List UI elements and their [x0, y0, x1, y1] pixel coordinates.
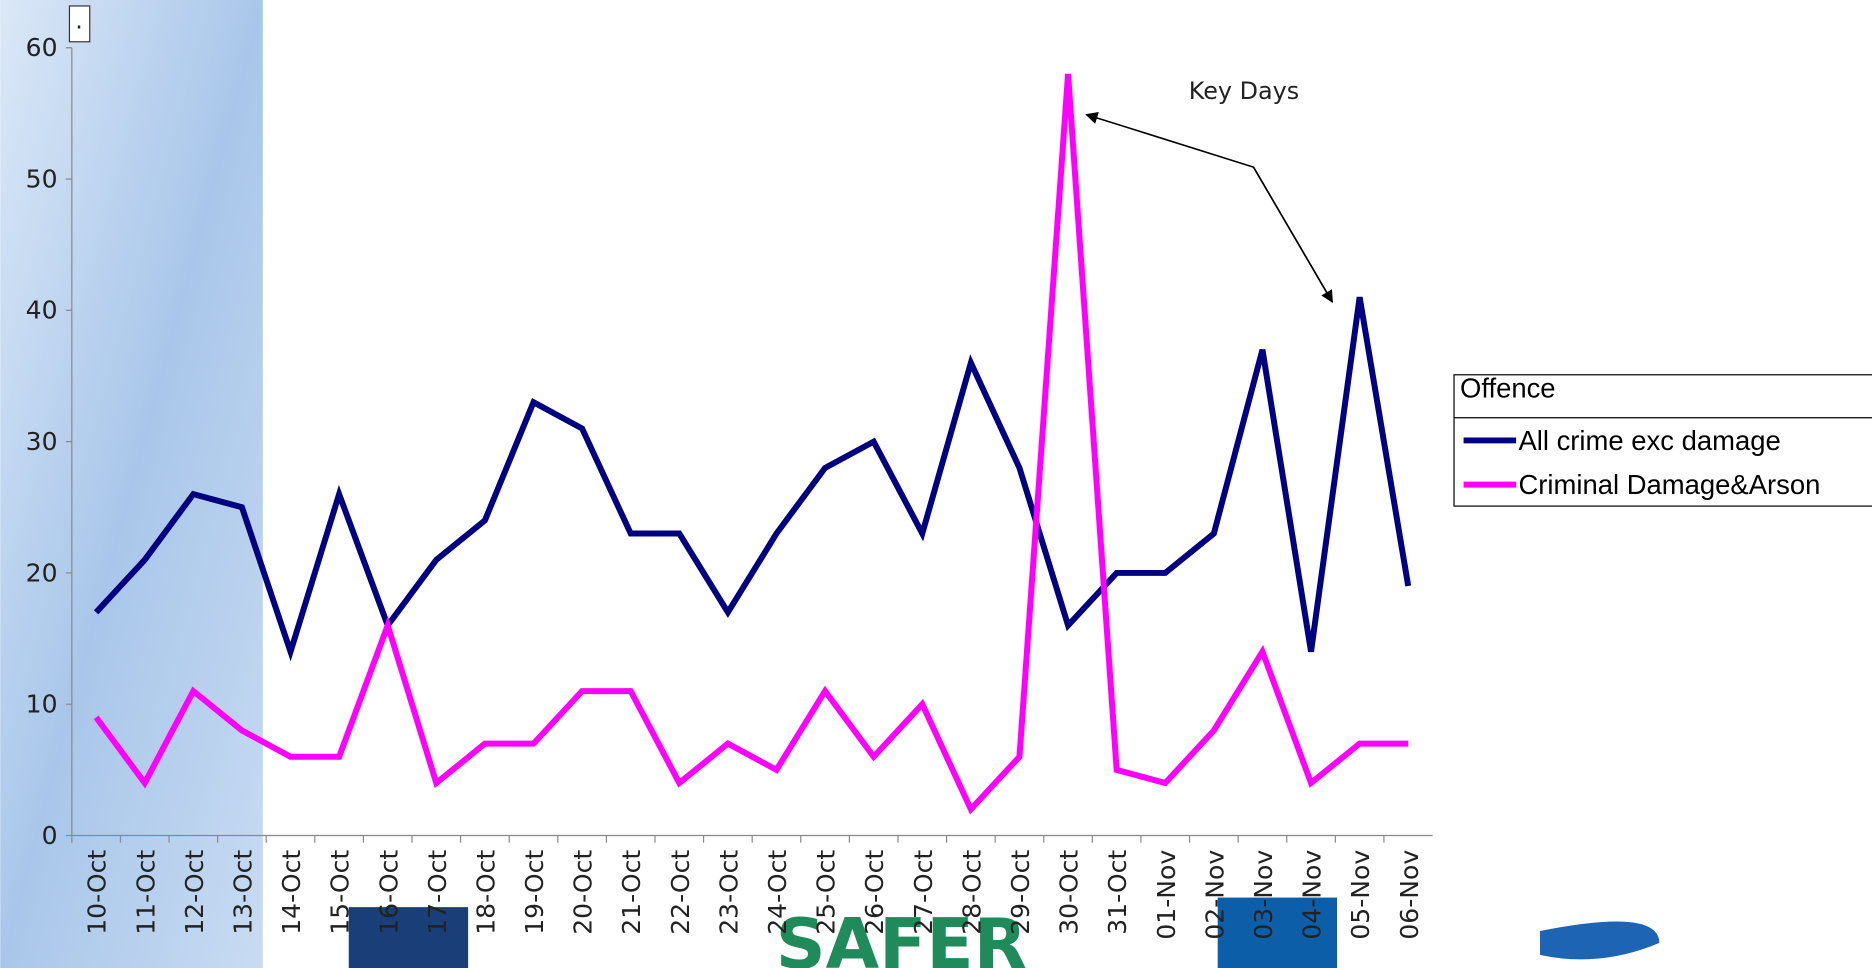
- x-tick-label: 22-Oct: [666, 850, 695, 935]
- y-tick-label: 40: [26, 296, 58, 325]
- x-tick-label: 01-Nov: [1152, 850, 1181, 940]
- x-tick-label: 25-Oct: [812, 850, 841, 935]
- x-tick-label: 29-Oct: [1006, 850, 1035, 935]
- x-tick-label: 10-Oct: [83, 850, 112, 935]
- annotation: Key Days: [1189, 77, 1299, 105]
- y-tick-label: 10: [26, 690, 58, 719]
- legend-title: Offence: [1460, 372, 1556, 403]
- x-tick-label: 06-Nov: [1395, 850, 1424, 940]
- x-tick-label: 11-Oct: [131, 850, 160, 935]
- x-tick-label: 26-Oct: [860, 850, 889, 935]
- series-line: [93, 73, 1409, 815]
- x-tick-label: 15-Oct: [326, 850, 355, 935]
- background-photo: [0, 0, 263, 968]
- note-box: [68, 5, 91, 43]
- x-tick-label: 27-Oct: [909, 850, 938, 935]
- y-tick-label: 50: [26, 164, 58, 193]
- x-tick-label: 19-Oct: [520, 850, 549, 935]
- annotation-arrow: [1085, 112, 1333, 303]
- x-tick-label: 03-Nov: [1249, 850, 1278, 940]
- x-tick-label: 24-Oct: [763, 850, 792, 935]
- annotation-arrow: [1252, 166, 1333, 304]
- x-tick-label: 18-Oct: [471, 850, 500, 935]
- x-tick-label: 17-Oct: [423, 850, 452, 935]
- x-tick-label: 30-Oct: [1055, 850, 1084, 935]
- logo: [348, 907, 469, 968]
- series-line: [93, 296, 1412, 662]
- x-tick-label: 20-Oct: [569, 850, 598, 935]
- x-tick-label: 28-Oct: [957, 850, 986, 935]
- x-tick-label: 31-Oct: [1103, 850, 1132, 935]
- note: .: [75, 7, 83, 35]
- y-tick-label: 30: [26, 427, 58, 456]
- legend: [1453, 374, 1872, 507]
- x-tick-label: 05-Nov: [1346, 850, 1375, 940]
- logo: [1217, 897, 1338, 968]
- x-tick-label: 14-Oct: [277, 850, 306, 935]
- logo: SAFER: [776, 905, 1027, 968]
- x-tick-label: 23-Oct: [714, 850, 743, 935]
- x-tick-label: 04-Nov: [1298, 850, 1327, 940]
- legend-label: Criminal Damage&Arson: [1518, 469, 1820, 500]
- y-tick-label: 20: [26, 558, 58, 587]
- x-tick-label: 13-Oct: [228, 850, 257, 935]
- x-tick-label: 12-Oct: [180, 850, 209, 935]
- legend-label: All crime exc damage: [1518, 425, 1780, 456]
- x-tick-label: 16-Oct: [374, 850, 403, 935]
- y-tick-label: 60: [26, 33, 58, 62]
- x-tick-label: 02-Nov: [1200, 850, 1229, 940]
- x-tick-label: 21-Oct: [617, 850, 646, 935]
- y-tick-label: 0: [42, 821, 58, 850]
- logo: [1539, 921, 1660, 960]
